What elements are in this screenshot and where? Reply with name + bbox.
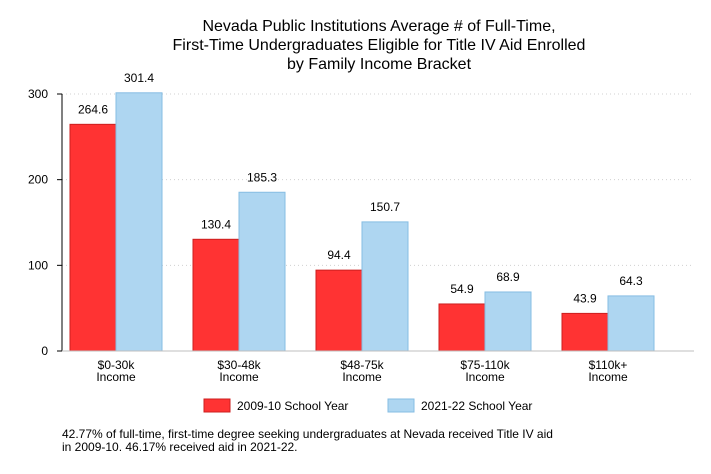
y-tick-label: 200 xyxy=(28,173,48,187)
y-tick-label: 0 xyxy=(41,344,48,358)
x-tick-label: Income xyxy=(465,370,505,384)
legend-swatch xyxy=(387,398,415,413)
bar-2021-22 xyxy=(607,295,655,352)
bars xyxy=(69,92,655,352)
x-tick-label: Income xyxy=(588,370,628,384)
bar-2009-10 xyxy=(561,312,609,352)
data-label: 130.4 xyxy=(201,217,231,231)
bar-2009-10 xyxy=(438,303,486,352)
data-label: 68.9 xyxy=(496,270,520,284)
legend-swatch xyxy=(203,398,231,413)
legend-label: 2009-10 School Year xyxy=(237,399,348,413)
bar-2021-22 xyxy=(361,221,409,352)
x-tick-label: $30-48k xyxy=(217,358,261,372)
data-label: 64.3 xyxy=(619,274,643,288)
chart-title: Nevada Public Institutions Average # of … xyxy=(173,18,586,73)
data-label: 264.6 xyxy=(78,102,108,116)
y-tick-label: 100 xyxy=(28,258,48,272)
x-tick-label: $0-30k xyxy=(98,358,136,372)
legend: 2009-10 School Year 2021-22 School Year xyxy=(203,398,532,413)
data-label: 54.9 xyxy=(450,282,474,296)
bar-2009-10 xyxy=(315,269,363,352)
data-label: 43.9 xyxy=(573,291,597,305)
chart-title-line-3: by Family Income Bracket xyxy=(287,56,472,73)
chart-title-line-1: Nevada Public Institutions Average # of … xyxy=(202,18,555,35)
bar-2021-22 xyxy=(238,191,286,352)
bar-2009-10 xyxy=(69,123,117,352)
footnote: 42.77% of full-time, first-time degree s… xyxy=(62,428,702,454)
x-tick-label: Income xyxy=(219,370,259,384)
x-tick-label: Income xyxy=(342,370,382,384)
chart-title-line-2: First-Time Undergraduates Eligible for T… xyxy=(173,37,586,54)
bar-2021-22 xyxy=(484,291,532,352)
footnote-line-2: in 2009-10. 46.17% received aid in 2021-… xyxy=(62,440,298,454)
x-axis: $0-30kIncome$30-48kIncome$48-75kIncome$7… xyxy=(62,350,694,384)
x-tick-label: $75-110k xyxy=(460,358,510,372)
footnote-line-1: 42.77% of full-time, first-time degree s… xyxy=(62,427,553,441)
bar-2009-10 xyxy=(192,238,240,352)
data-label: 94.4 xyxy=(327,248,351,262)
x-tick-label: $110k+ xyxy=(589,358,628,372)
data-label: 150.7 xyxy=(370,200,400,214)
x-tick-label: Income xyxy=(96,370,136,384)
legend-label: 2021-22 School Year xyxy=(421,399,532,413)
data-labels: 264.6 301.4 130.4 185.3 94.4 150.7 54.9 68.9 43.… xyxy=(78,71,643,306)
y-axis: 0 100 200 300 xyxy=(28,87,63,358)
x-tick-label: $48-75k xyxy=(340,358,384,372)
data-label: 301.4 xyxy=(124,71,154,85)
y-tick-label: 300 xyxy=(28,87,48,101)
bar-2021-22 xyxy=(115,92,163,352)
data-label: 185.3 xyxy=(247,170,277,184)
